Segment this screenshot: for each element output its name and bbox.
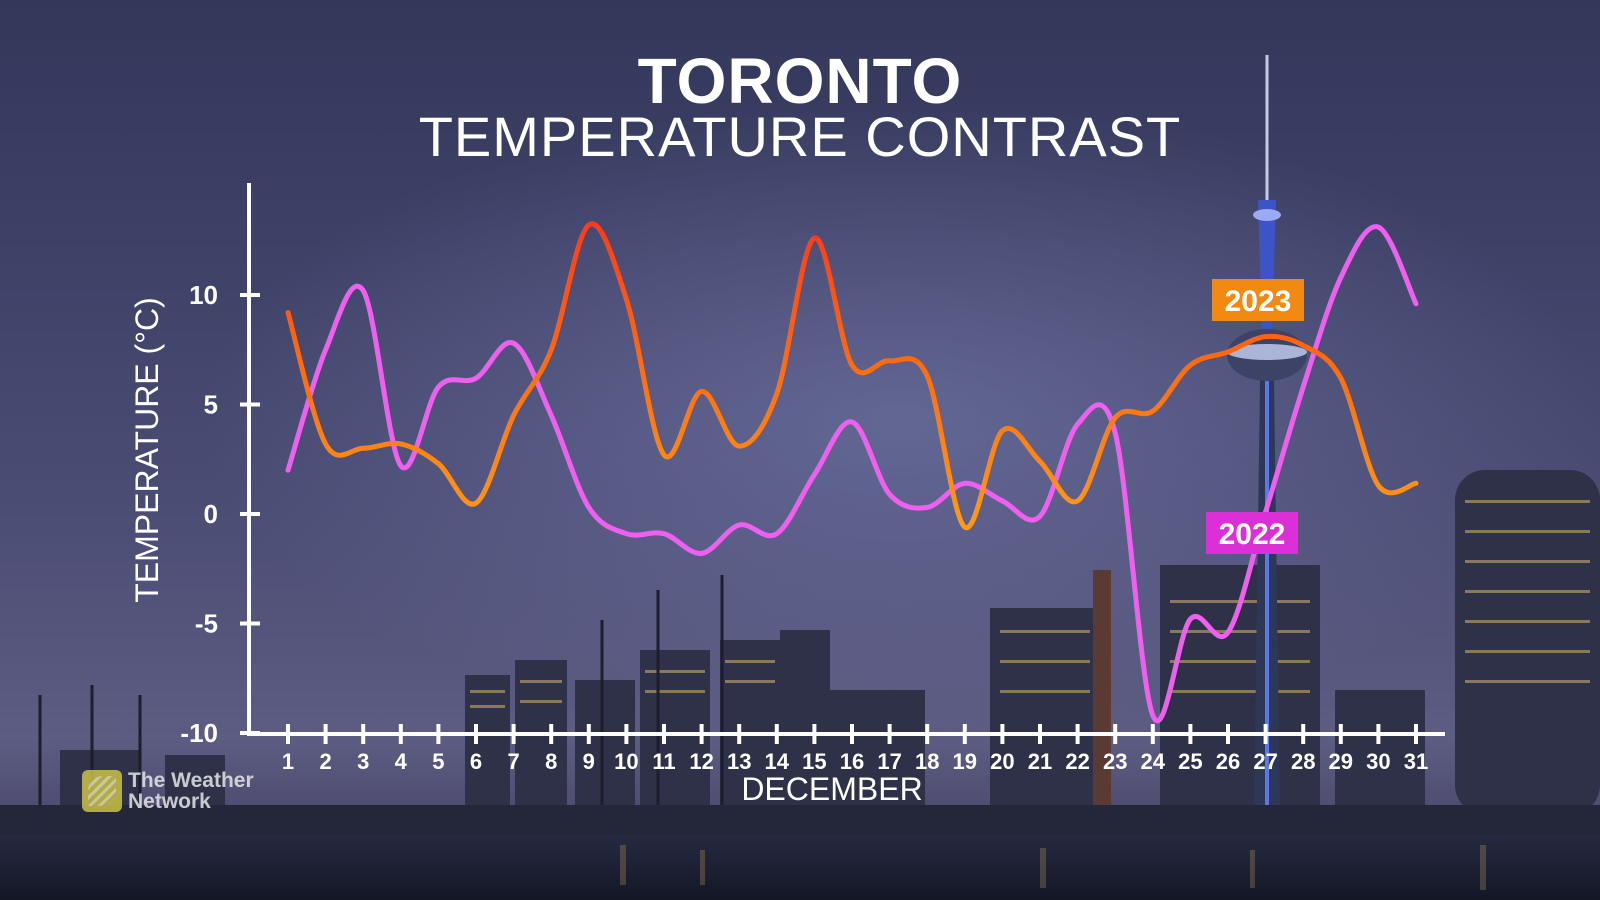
x-tick-label: 22 (1065, 749, 1089, 774)
series-2022 (285, 224, 1419, 723)
series-2023 (285, 221, 1419, 530)
x-tick-label: 21 (1028, 749, 1052, 774)
x-tick-label: 15 (802, 749, 826, 774)
y-tick-label: -5 (195, 609, 218, 639)
x-tick-label: 25 (1178, 749, 1202, 774)
legend-label-box (1206, 512, 1298, 554)
series-line-2022 (285, 224, 1419, 723)
y-tick-label: 10 (189, 280, 218, 310)
y-tick-label: 5 (204, 390, 218, 420)
x-tick-label: 12 (689, 749, 713, 774)
x-tick-label: 27 (1253, 749, 1277, 774)
x-tick-label: 9 (583, 749, 595, 774)
x-tick-label: 16 (840, 749, 864, 774)
x-tick-label: 23 (1103, 749, 1127, 774)
x-tick-label: 11 (652, 749, 675, 774)
legend-label-box (1212, 279, 1304, 321)
x-tick-label: 20 (990, 749, 1014, 774)
x-tick-label: 26 (1216, 749, 1240, 774)
x-tick-label: 4 (395, 749, 408, 774)
x-axis-title: DECEMBER (741, 771, 922, 807)
chart-title: TORONTO (637, 45, 963, 117)
x-tick-label: 13 (727, 749, 751, 774)
x-tick-label: 17 (877, 749, 901, 774)
legend-label-text: 2022 (1219, 518, 1286, 551)
x-tick-label: 24 (1141, 749, 1166, 774)
harbour-water (0, 835, 1600, 900)
x-tick-label: 28 (1291, 749, 1315, 774)
series-line-2023 (285, 221, 1419, 530)
x-tick-label: 5 (432, 749, 444, 774)
y-axis-title: TEMPERATURE (°C) (129, 297, 165, 603)
legend-label-text: 2023 (1225, 285, 1292, 318)
x-tick-label: 29 (1329, 749, 1353, 774)
x-tick-label: 18 (915, 749, 939, 774)
chimney-stack (1093, 570, 1111, 815)
ship-masts (38, 575, 724, 830)
weather-network-logo: The Weather Network (82, 770, 268, 812)
legend-label-2023: 2023 (1212, 279, 1304, 321)
x-tick-label: 8 (545, 749, 557, 774)
y-tick-label: -10 (180, 718, 218, 748)
legend-label-2022: 2022 (1206, 512, 1298, 554)
skyline-buildings (60, 470, 1600, 820)
weather-network-leaf-icon (82, 770, 122, 812)
logo-text: The Weather Network (128, 769, 254, 813)
x-tick-label: 14 (765, 749, 790, 774)
x-tick-label: 19 (953, 749, 977, 774)
x-tick-label: 30 (1366, 749, 1390, 774)
x-tick-label: 2 (319, 749, 331, 774)
x-tick-label: 3 (357, 749, 369, 774)
x-tick-label: 1 (282, 749, 294, 774)
chart-axes (247, 183, 1445, 736)
y-tick-label: 0 (204, 499, 218, 529)
chart-subtitle: TEMPERATURE CONTRAST (418, 105, 1182, 168)
x-tick-label: 7 (507, 749, 519, 774)
x-tick-label: 6 (470, 749, 482, 774)
x-tick-label: 31 (1404, 749, 1428, 774)
x-tick-label: 10 (614, 749, 638, 774)
